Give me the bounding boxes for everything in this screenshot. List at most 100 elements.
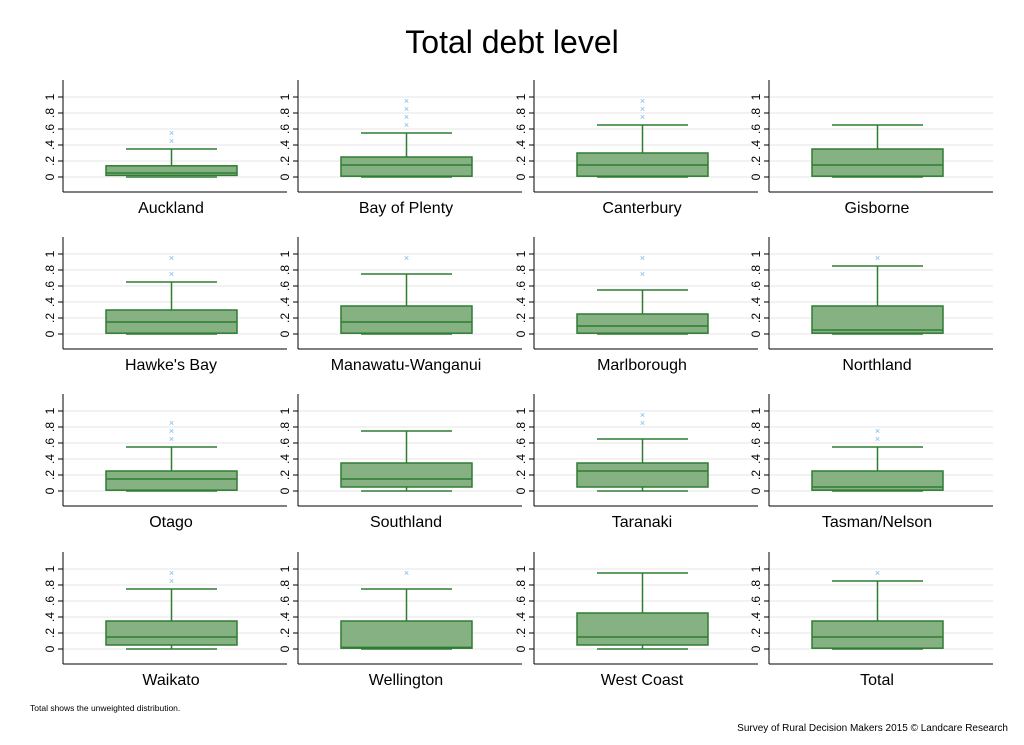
y-tick-label: .4 bbox=[278, 297, 292, 307]
panel-canterbury: 0.2.4.6.81×××Canterbury bbox=[514, 80, 758, 217]
box bbox=[105, 620, 238, 646]
outlier-marker: × bbox=[640, 112, 645, 122]
box bbox=[811, 470, 944, 491]
panel-hawke-s-bay: 0 .2 .4 .6 .8 1 × × Hawke's Bay bbox=[43, 237, 287, 374]
y-tick-label: 0 bbox=[749, 330, 763, 337]
y-tick-label: .2 bbox=[278, 628, 292, 638]
y-tick-label: 1 bbox=[278, 250, 292, 257]
panel-label: Tasman/Nelson bbox=[822, 514, 932, 531]
panel-auckland: 0 .2 .4 .6 .8 1 ×× Auckland bbox=[43, 80, 287, 217]
outlier-marker: × bbox=[404, 112, 409, 122]
outlier-marker: × bbox=[169, 576, 174, 586]
panel-label: Total bbox=[860, 672, 894, 689]
panel-label: Waikato bbox=[142, 672, 199, 689]
y-tick-label: .2 bbox=[514, 156, 528, 166]
y-tick-label: 0 bbox=[749, 173, 763, 180]
panel-label: Wellington bbox=[369, 672, 443, 689]
y-tick-label: 1 bbox=[278, 407, 292, 414]
y-tick-label: .8 bbox=[514, 580, 528, 590]
outlier-marker: × bbox=[640, 253, 645, 263]
y-tick-label: .2 bbox=[514, 313, 528, 323]
y-tick-label: .2 bbox=[43, 628, 57, 638]
y-tick-label: .2 bbox=[43, 313, 57, 323]
box bbox=[340, 462, 473, 488]
panel-label: Gisborne bbox=[845, 200, 910, 217]
y-tick-label: 0 bbox=[278, 330, 292, 337]
y-tick-label: .4 bbox=[278, 612, 292, 622]
outlier-marker: × bbox=[169, 136, 174, 146]
y-tick-label: .8 bbox=[514, 265, 528, 275]
y-tick-label: 0 bbox=[514, 645, 528, 652]
box bbox=[811, 620, 944, 649]
y-tick-label: 0 bbox=[749, 487, 763, 494]
y-tick-label: .6 bbox=[749, 596, 763, 606]
panel-waikato: 0 .2 .4 .6 .8 1 ×× Waikato bbox=[43, 552, 287, 689]
y-tick-label: .8 bbox=[749, 422, 763, 432]
outlier-marker: × bbox=[875, 426, 880, 436]
outlier-marker: × bbox=[875, 253, 880, 263]
box bbox=[105, 470, 238, 491]
y-tick-label: 1 bbox=[749, 250, 763, 257]
outlier-marker: × bbox=[404, 96, 409, 106]
y-tick-label: .4 bbox=[749, 297, 763, 307]
y-tick-label: .4 bbox=[278, 140, 292, 150]
y-tick-label: .8 bbox=[749, 265, 763, 275]
y-tick-label: .4 bbox=[278, 454, 292, 464]
panel-taranaki: 0 .2 .4 .6 .8 1 ×× Taranaki bbox=[514, 394, 758, 531]
y-tick-label: .4 bbox=[514, 140, 528, 150]
panel-tasman-nelson: 0 .2 .4 .6 .8 1 ×× Tasman/Nelson bbox=[749, 394, 993, 531]
panel-west-coast: 0 .2 .4 .6 .8 1 West Coast bbox=[514, 552, 758, 689]
panel-label: Hawke's Bay bbox=[125, 357, 217, 374]
y-tick-label: .6 bbox=[43, 596, 57, 606]
y-tick-label: .8 bbox=[278, 108, 292, 118]
y-tick-label: .6 bbox=[278, 438, 292, 448]
box bbox=[576, 612, 709, 646]
outlier-marker: × bbox=[169, 568, 174, 578]
panel-label: Canterbury bbox=[602, 200, 681, 217]
y-tick-label: 1 bbox=[514, 407, 528, 414]
panel-otago: 0.2.4.6.81×××Otago bbox=[43, 394, 287, 531]
y-tick-label: 1 bbox=[278, 93, 292, 100]
y-tick-label: 0 bbox=[514, 330, 528, 337]
y-tick-label: .6 bbox=[514, 124, 528, 134]
y-tick-label: 0 bbox=[278, 487, 292, 494]
y-tick-label: 0 bbox=[278, 645, 292, 652]
outlier-marker: × bbox=[169, 434, 174, 444]
y-tick-label: .8 bbox=[749, 108, 763, 118]
y-tick-label: .6 bbox=[749, 438, 763, 448]
y-tick-label: .4 bbox=[749, 454, 763, 464]
footnote: Total shows the unweighted distribution. bbox=[30, 703, 181, 713]
y-tick-label: .4 bbox=[514, 612, 528, 622]
y-tick-label: .4 bbox=[514, 454, 528, 464]
y-tick-label: .4 bbox=[43, 140, 57, 150]
y-tick-label: .2 bbox=[749, 470, 763, 480]
box bbox=[340, 156, 473, 177]
box bbox=[811, 148, 944, 177]
y-tick-label: .8 bbox=[43, 265, 57, 275]
y-tick-label: .6 bbox=[514, 281, 528, 291]
box bbox=[340, 305, 473, 334]
panel-total: 0 .2 .4 .6 .8 1 × Total bbox=[749, 552, 993, 689]
y-tick-label: .8 bbox=[278, 580, 292, 590]
y-tick-label: .8 bbox=[43, 108, 57, 118]
y-tick-label: .6 bbox=[278, 596, 292, 606]
panel-manawatu-wanganui: 0 .2 .4 .6 .8 1 × Manawatu-Wanganui bbox=[278, 237, 522, 374]
box bbox=[576, 462, 709, 488]
panel-label: Southland bbox=[370, 514, 442, 531]
y-tick-label: .8 bbox=[278, 422, 292, 432]
y-tick-label: 0 bbox=[43, 330, 57, 337]
panel-label: Otago bbox=[149, 514, 193, 531]
y-tick-label: .2 bbox=[749, 156, 763, 166]
y-tick-label: 1 bbox=[514, 93, 528, 100]
y-tick-label: .2 bbox=[749, 313, 763, 323]
panel-label: Marlborough bbox=[597, 357, 687, 374]
y-tick-label: .4 bbox=[43, 612, 57, 622]
y-tick-label: 1 bbox=[514, 565, 528, 572]
outlier-marker: × bbox=[169, 269, 174, 279]
y-tick-label: .2 bbox=[43, 470, 57, 480]
y-tick-label: .6 bbox=[43, 438, 57, 448]
chart-title: Total debt level bbox=[405, 24, 619, 60]
y-tick-label: 0 bbox=[514, 487, 528, 494]
y-tick-label: .2 bbox=[514, 470, 528, 480]
y-tick-label: .2 bbox=[278, 156, 292, 166]
